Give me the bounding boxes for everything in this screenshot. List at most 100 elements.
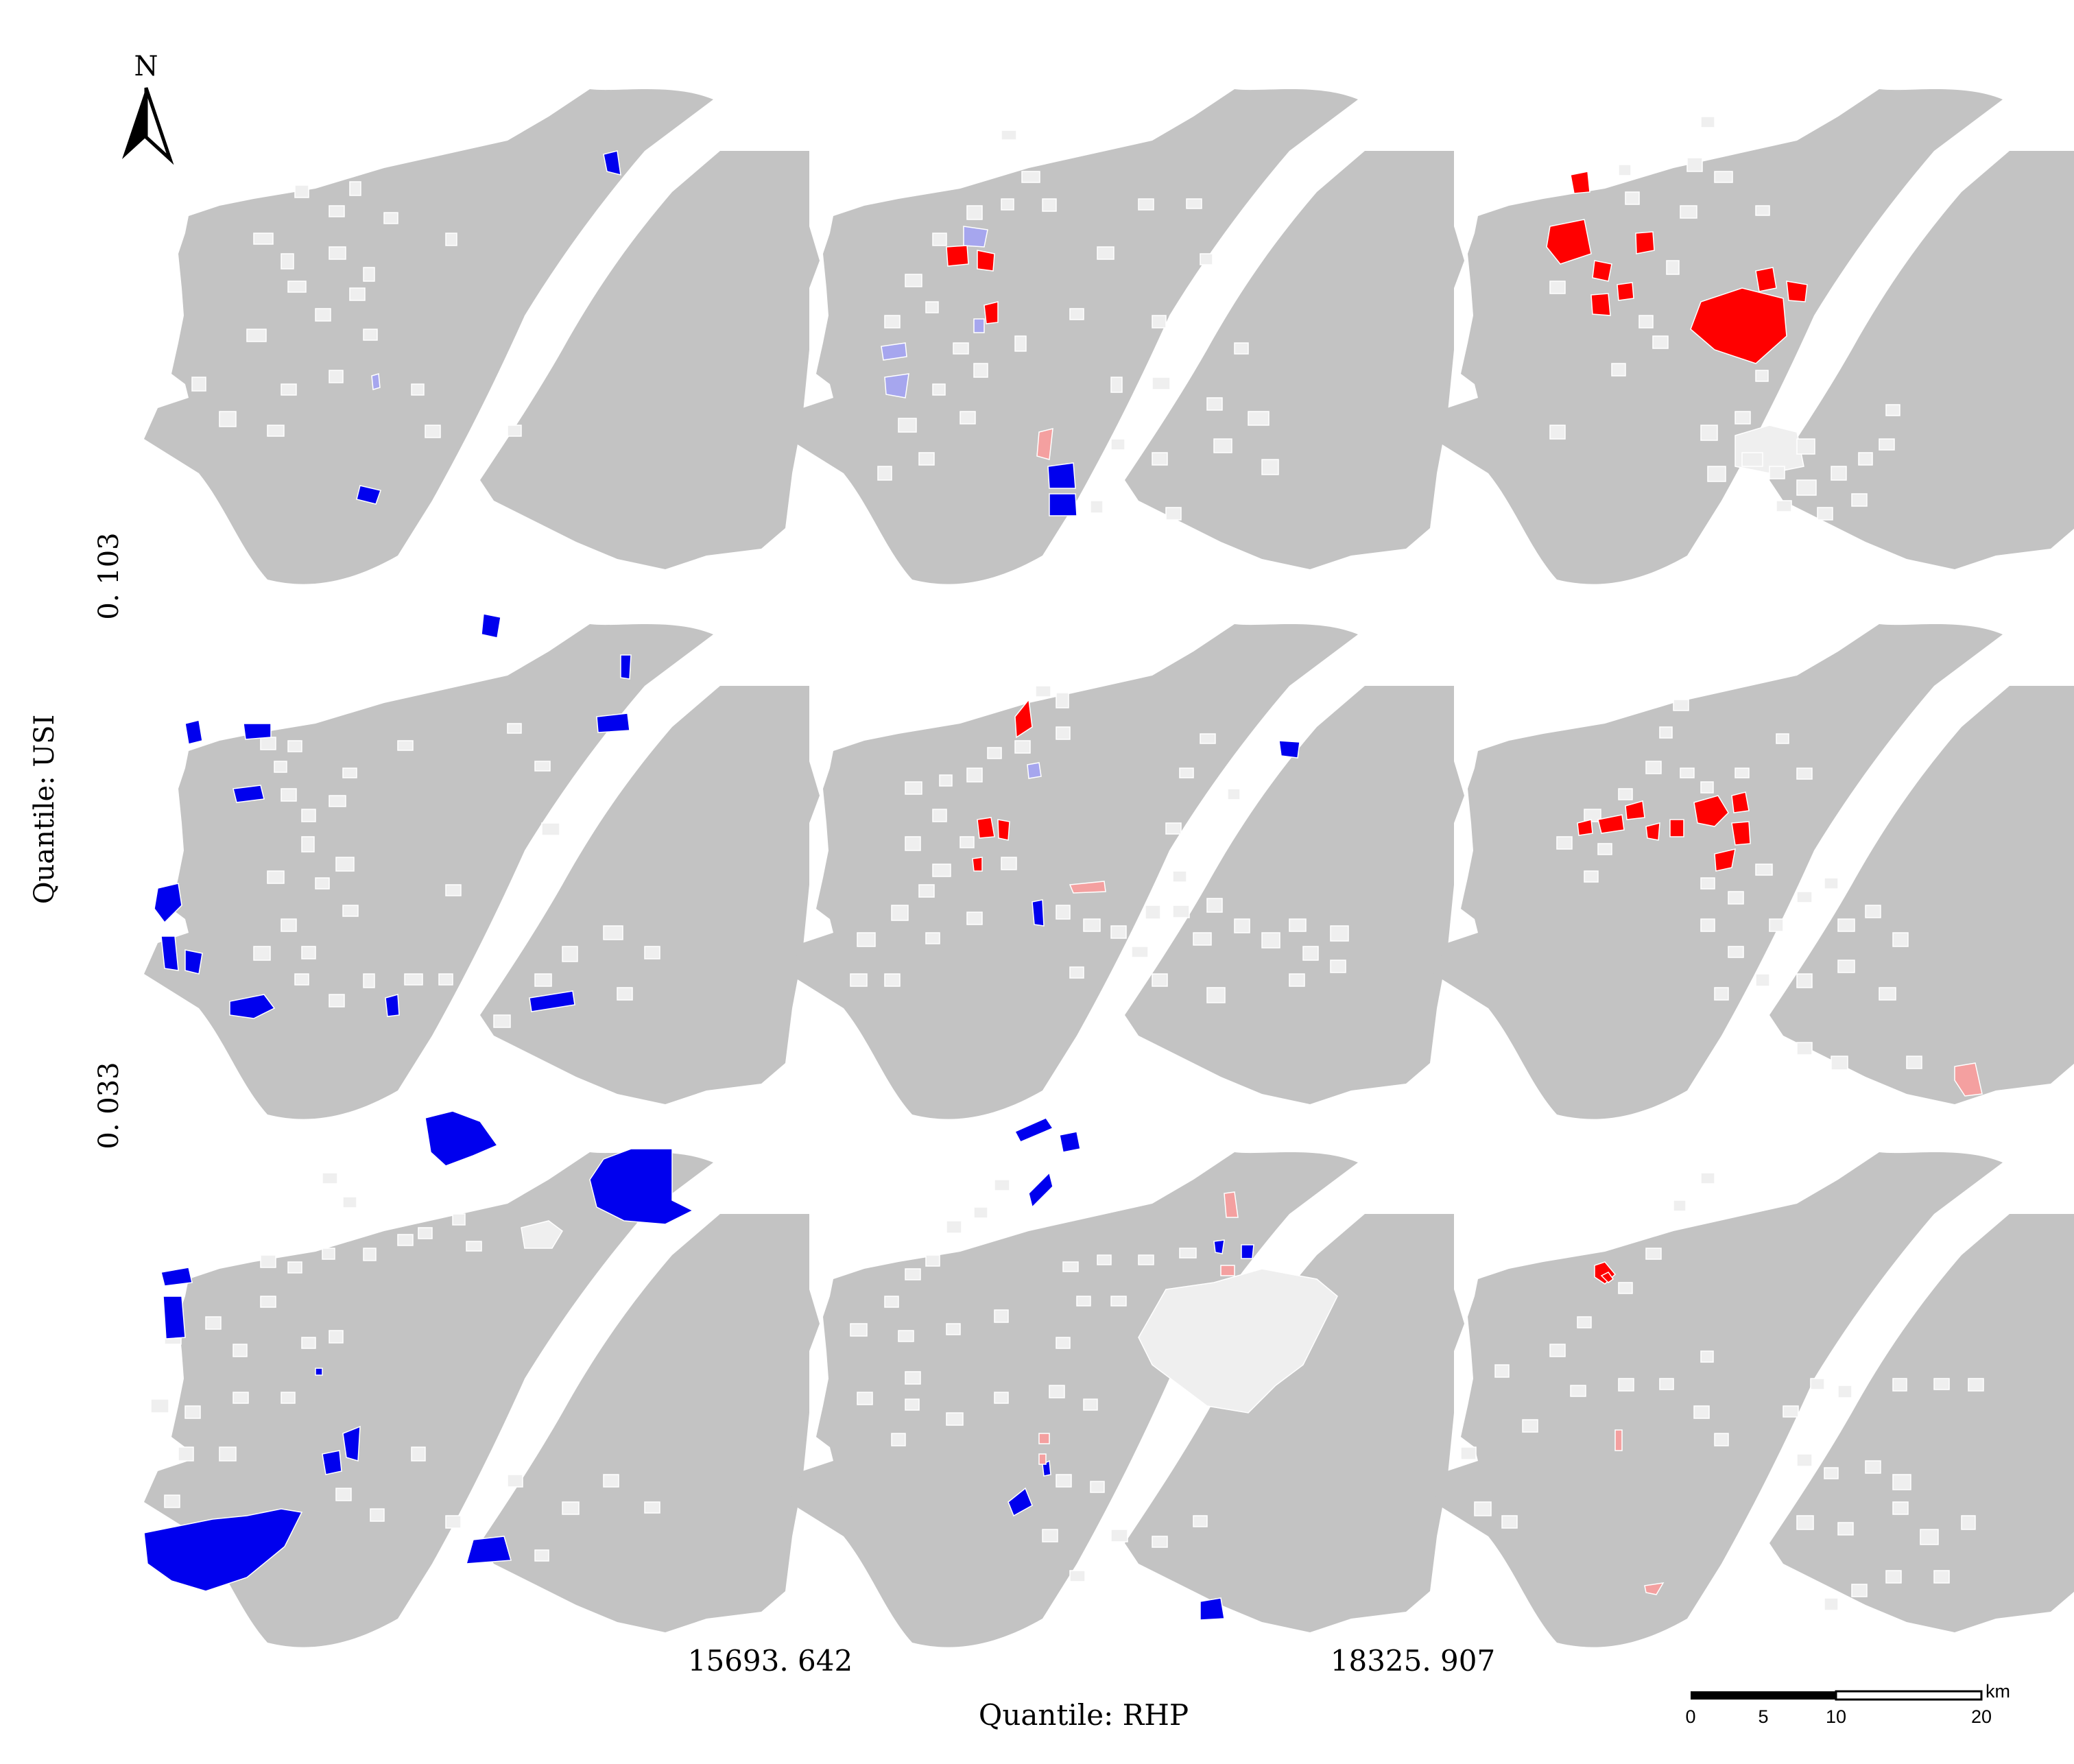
tract-low-low <box>342 1425 361 1462</box>
tract-not-significant <box>1865 905 1881 918</box>
tract-not-significant <box>1796 767 1813 780</box>
tract-not-significant <box>1090 500 1104 514</box>
tract-not-significant <box>1735 767 1750 778</box>
tract-not-significant <box>1796 479 1817 496</box>
tract-not-significant <box>301 1337 316 1349</box>
tract-not-significant <box>959 836 975 848</box>
tract-high-low <box>1644 1582 1665 1595</box>
tract-not-significant <box>1831 1056 1848 1071</box>
tract-low-high <box>973 318 985 333</box>
tract-not-significant <box>932 233 947 246</box>
tract-low-low <box>1241 1244 1254 1259</box>
tract-not-significant <box>884 973 901 987</box>
tract-not-significant <box>857 932 876 947</box>
tract-low-low <box>154 883 182 924</box>
tract-not-significant <box>1206 987 1226 1003</box>
tract-high-high <box>1690 287 1787 364</box>
tract-low-low <box>1049 493 1077 516</box>
tract-not-significant <box>850 973 868 987</box>
map-panel-r1-c3 <box>1433 89 2074 584</box>
tract-not-significant <box>1625 191 1640 205</box>
tract-not-significant <box>1330 960 1346 973</box>
tract-not-significant <box>1700 116 1715 128</box>
tract-not-significant <box>1193 932 1212 946</box>
tract-not-significant <box>219 411 237 427</box>
tract-not-significant <box>1796 891 1813 903</box>
tract-not-significant <box>425 425 441 438</box>
scale-bar-tick-0: 0 <box>1685 1706 1695 1727</box>
tract-high-low <box>1220 1265 1235 1276</box>
tract-not-significant <box>260 1296 276 1308</box>
tract-not-significant <box>178 1446 194 1462</box>
tract-not-significant <box>1152 452 1168 466</box>
tract-not-significant <box>1645 1248 1662 1260</box>
tract-not-significant <box>1796 438 1815 455</box>
tract-not-significant <box>1193 1515 1208 1527</box>
tract-high-high <box>1570 171 1590 194</box>
tract-not-significant <box>1200 253 1213 265</box>
tract-low-low <box>1213 1239 1225 1254</box>
tract-not-significant <box>932 863 951 877</box>
tract-not-significant <box>959 411 976 425</box>
tract-not-significant <box>329 795 346 807</box>
tract-not-significant <box>1680 205 1697 219</box>
tract-low-high <box>884 373 909 398</box>
tract-not-significant <box>1837 1522 1854 1536</box>
tract-not-significant <box>1090 1481 1105 1493</box>
tract-low-low <box>229 994 276 1019</box>
tract-not-significant <box>445 884 462 896</box>
tract-not-significant <box>322 1172 338 1184</box>
tract-not-significant <box>1330 925 1349 942</box>
tract-not-significant <box>438 973 453 986</box>
tract-not-significant <box>281 788 297 802</box>
scale-bar-tick-20: 20 <box>1971 1706 1992 1727</box>
tract-low-low <box>163 1296 186 1339</box>
tract-not-significant <box>1776 733 1789 744</box>
tract-not-significant <box>1700 877 1715 890</box>
tract-not-significant <box>966 767 983 783</box>
tract-not-significant <box>315 308 331 322</box>
tract-low-low <box>160 1267 193 1287</box>
tract-not-significant <box>452 1213 466 1226</box>
tract-not-significant <box>1837 1385 1852 1398</box>
tract-not-significant <box>1056 1337 1071 1349</box>
tract-not-significant <box>1796 1453 1813 1467</box>
tract-high-low <box>1224 1191 1239 1218</box>
tract-high-low <box>1954 1062 1983 1097</box>
tract-low-low <box>1047 462 1076 489</box>
tract-not-significant <box>925 301 939 313</box>
tract-not-significant <box>603 1474 619 1488</box>
tract-low-low <box>233 785 265 803</box>
tract-not-significant <box>329 994 345 1008</box>
tract-low-high <box>881 342 907 361</box>
tract-high-high <box>1731 821 1751 846</box>
tract-not-significant <box>1083 1398 1098 1411</box>
tract-not-significant <box>1056 692 1069 708</box>
tract-not-significant <box>1933 1570 1950 1584</box>
tract-not-significant <box>1824 1597 1839 1611</box>
tract-not-significant <box>1165 507 1182 521</box>
tract-not-significant <box>994 1179 1010 1191</box>
tract-not-significant <box>329 205 345 217</box>
tract-not-significant <box>1110 1529 1128 1542</box>
tract-not-significant <box>363 973 375 988</box>
x-axis-title: Quantile: RHP <box>979 1698 1189 1732</box>
tract-low-low <box>425 1110 499 1167</box>
tract-not-significant <box>925 932 940 944</box>
tract-high-high <box>1600 1272 1614 1283</box>
tract-not-significant <box>1769 918 1784 932</box>
tract-not-significant <box>411 383 425 396</box>
tract-not-significant <box>1700 781 1714 794</box>
tract-low-low <box>481 613 501 639</box>
tract-not-significant <box>1741 452 1763 467</box>
tract-not-significant <box>260 737 276 750</box>
tract-not-significant <box>1638 315 1654 329</box>
tract-not-significant <box>260 1254 276 1268</box>
tract-not-significant <box>1700 1172 1715 1184</box>
tract-not-significant <box>1110 377 1123 393</box>
tract-not-significant <box>1659 726 1673 739</box>
tract-not-significant <box>1138 198 1154 211</box>
tract-low-low <box>603 150 621 176</box>
map-panel-r2-c3 <box>1433 624 2074 1119</box>
